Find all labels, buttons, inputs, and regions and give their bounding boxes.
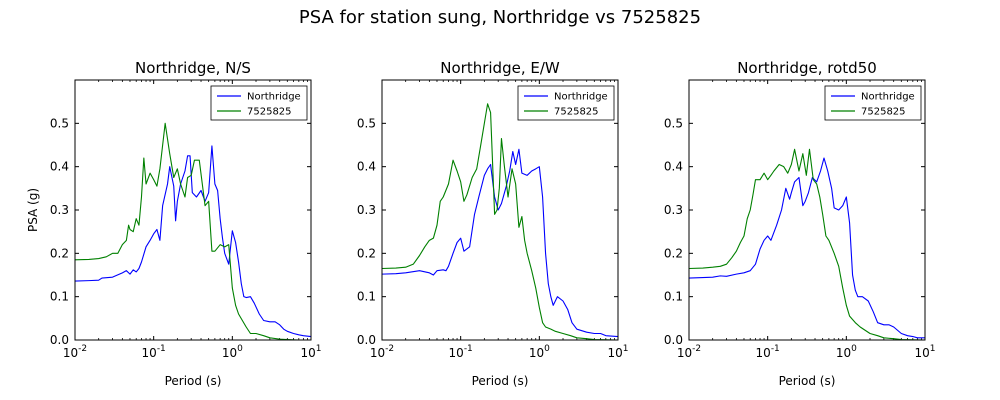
chart-panels: Northridge, N/S 10-2 10-1 100 101 0.0 0.1 0.2 0.… xyxy=(26,59,936,388)
y-tick-label: 0.0 xyxy=(50,333,69,347)
chart-panel-1: Northridge, N/S 10-2 10-1 100 101 0.0 0.1 0.2 0.… xyxy=(26,59,322,388)
y-tick-label: 0.0 xyxy=(357,333,376,347)
y-tick-label: 0.1 xyxy=(50,290,69,304)
series-line-7525825 xyxy=(688,148,926,341)
x-axis-label: Period (s) xyxy=(779,374,836,388)
legend: Northridge 7525825 xyxy=(517,85,615,121)
y-tick-label: 0.2 xyxy=(357,246,376,260)
x-axis-label: Period (s) xyxy=(165,374,222,388)
y-tick-label: 0.5 xyxy=(50,116,69,130)
y-tick-label: 0.1 xyxy=(664,290,683,304)
y-tick-label: 0.4 xyxy=(664,160,683,174)
y-tick-label: 0.3 xyxy=(664,203,683,217)
x-tick-label: 10-1 xyxy=(756,344,780,360)
figure-title: PSA for station sung, Northridge vs 7525… xyxy=(299,7,701,28)
legend-label: Northridge xyxy=(861,92,915,103)
x-tick-label: 101 xyxy=(300,344,321,360)
legend-label: Northridge xyxy=(554,92,608,103)
series-line-northridge xyxy=(74,145,312,338)
panel-title: Northridge, N/S xyxy=(135,59,251,77)
series-line-7525825 xyxy=(381,103,619,341)
legend: Northridge 7525825 xyxy=(824,85,922,121)
legend-label: 7525825 xyxy=(861,107,906,118)
plot-frame xyxy=(74,79,312,341)
x-axis-label: Period (s) xyxy=(472,374,529,388)
legend-box xyxy=(517,85,615,121)
y-tick-label: 0.5 xyxy=(664,116,683,130)
y-tick-label: 0.3 xyxy=(50,203,69,217)
legend: Northridge 7525825 xyxy=(210,85,308,121)
chart-panel-2: Northridge, E/W 10-2 10-1 100 101 0.0 0.1 0.2 0.… xyxy=(357,59,629,388)
panel-title: Northridge, rotd50 xyxy=(737,59,877,77)
y-tick-label: 0.4 xyxy=(357,160,376,174)
x-tick-label: 10-2 xyxy=(677,344,701,360)
x-tick-label: 100 xyxy=(836,344,857,360)
y-axis-label: PSA (g) xyxy=(26,188,40,232)
y-tick-label: 0.5 xyxy=(357,116,376,130)
series-line-7525825 xyxy=(74,122,311,341)
y-tick-label: 0.4 xyxy=(50,160,69,174)
y-tick-label: 0.0 xyxy=(664,333,683,347)
x-tick-label: 100 xyxy=(222,344,243,360)
x-tick-label: 100 xyxy=(529,344,550,360)
chart-panel-3: Northridge, rotd50 10-2 10-1 100 101 0.0 0.1 0.… xyxy=(664,59,936,388)
x-tick-label: 10-2 xyxy=(63,344,87,360)
series-line-northridge xyxy=(688,157,925,339)
legend-box xyxy=(210,85,308,121)
legend-label: Northridge xyxy=(247,92,301,103)
x-tick-label: 10-1 xyxy=(142,344,166,360)
y-tick-label: 0.2 xyxy=(50,246,69,260)
series-line-northridge xyxy=(381,148,619,338)
x-tick-label: 10-2 xyxy=(370,344,394,360)
legend-label: 7525825 xyxy=(247,107,292,118)
legend-box xyxy=(824,85,922,121)
x-tick-label: 10-1 xyxy=(449,344,473,360)
panel-title: Northridge, E/W xyxy=(440,59,560,77)
plot-frame xyxy=(688,79,926,341)
y-tick-label: 0.1 xyxy=(357,290,376,304)
y-tick-label: 0.3 xyxy=(357,203,376,217)
x-tick-label: 101 xyxy=(914,344,935,360)
legend-label: 7525825 xyxy=(554,107,599,118)
x-tick-label: 101 xyxy=(607,344,628,360)
y-tick-label: 0.2 xyxy=(664,246,683,260)
plot-frame xyxy=(381,79,619,341)
